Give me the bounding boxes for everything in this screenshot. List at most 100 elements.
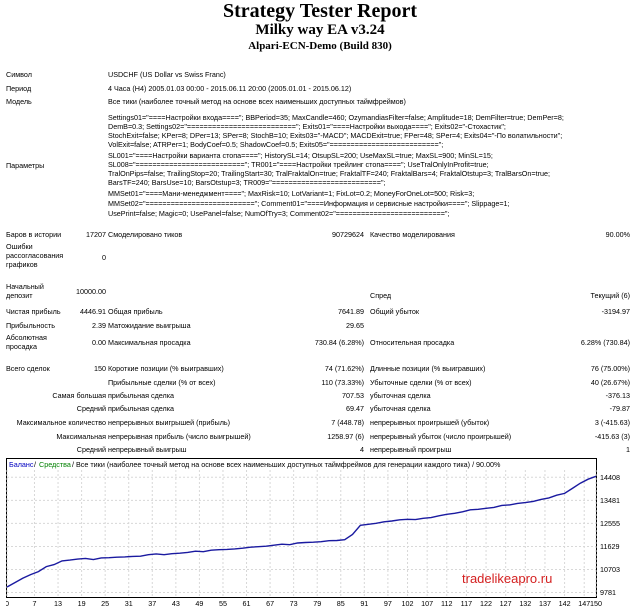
spread-value: Текущий (6) — [590, 291, 630, 300]
avg-cons-losses-value: 1 — [626, 445, 630, 454]
average-loss-value: -79.87 — [609, 404, 630, 413]
largest-profit-label: прибыльная сделка — [108, 391, 175, 400]
x-tick-label: 112 — [441, 599, 452, 608]
param-line: SL001="====Настройки варианта стопа===="… — [108, 151, 493, 160]
maximal-label: Максимальная — [56, 432, 106, 441]
long-positions-value: 76 (75.00%) — [590, 364, 630, 373]
x-tick-label: 117 — [461, 599, 472, 608]
x-tick-label: 91 — [360, 599, 368, 608]
max-count-label: Максимальное количество — [16, 418, 106, 427]
average-loss-label: убыточная сделка — [370, 404, 431, 413]
params-label: Параметры — [6, 161, 45, 170]
gross-loss-value: -3194.97 — [601, 307, 630, 316]
x-tick-label: 61 — [243, 599, 251, 608]
param-line: StochExit=false; KPer=8; DPer=13; SPer=8… — [108, 131, 563, 140]
x-tick-label: 142 — [559, 599, 571, 608]
largest-label: Самая большая — [52, 391, 106, 400]
max-drawdown-value: 730.84 (6.28%) — [314, 338, 364, 347]
x-tick-label: 13 — [54, 599, 62, 608]
legend-funds: Средства — [39, 460, 71, 469]
symbol-label: Символ — [6, 70, 32, 79]
x-tick-label: 31 — [125, 599, 133, 608]
y-tick-label: 13481 — [600, 496, 620, 505]
max-cons-losses-value: 3 (-415.63) — [594, 418, 630, 427]
long-positions-label: Длинные позиции (% выигравших) — [370, 364, 486, 373]
profit-trades-label: Прибыльные сделки (% от всех) — [108, 378, 216, 387]
model-value: Все тики (наиболее точный метод на основ… — [108, 97, 406, 106]
profit-factor-label: Прибыльность — [6, 321, 55, 330]
abs-drawdown-label: Абсолютная просадка — [6, 333, 47, 351]
symbol-value: USDCHF (US Dollar vs Swiss Franc) — [108, 70, 226, 79]
x-tick-label: 67 — [266, 599, 274, 608]
x-tick-label: 73 — [290, 599, 298, 608]
param-line: TralOnPips=false; TrailingStop=20; Trail… — [108, 169, 550, 178]
largest-profit-value: 707.53 — [342, 391, 364, 400]
loss-trades-value: 40 (26.67%) — [590, 378, 630, 387]
short-positions-label: Короткие позиции (% выигравших) — [108, 364, 224, 373]
x-tick-label: 49 — [195, 599, 203, 608]
param-line: BarsTF=240; BarsUse=10; BarsOtstup=3; TR… — [108, 178, 386, 187]
bars-label: Баров в истории — [6, 230, 62, 239]
rel-drawdown-value: 6.28% (730.84) — [580, 338, 630, 347]
legend-balance: Баланс — [9, 460, 34, 469]
avg-cons-label: Средний — [76, 445, 106, 454]
avg-cons-wins-label: непрерывный выигрыш — [108, 445, 187, 454]
y-axis-labels: 9781 10703 11629 12555 13481 14408 — [600, 473, 620, 597]
x-axis-labels: 0 7 13 19 25 31 37 43 49 55 61 67 73 79 85 91 97 102 107 11… — [6, 599, 602, 608]
x-tick-label: 127 — [500, 599, 512, 608]
chart-legend: Баланс / Средства / Все тики (наиболее т… — [9, 460, 501, 469]
y-tick-label: 11629 — [600, 542, 619, 551]
max-cons-wins-value: 7 (448.78) — [331, 418, 364, 427]
short-positions-value: 74 (71.62%) — [324, 364, 364, 373]
x-tick-label: 122 — [480, 599, 492, 608]
gross-profit-value: 7641.89 — [338, 307, 364, 316]
maximal-profit-value: 1258.97 (6) — [327, 432, 364, 441]
period-value: 4 Часа (H4) 2005.01.03 00:00 - 2015.06.1… — [108, 84, 352, 93]
errors-value: 0 — [102, 253, 106, 262]
largest-loss-value: -376.13 — [605, 391, 630, 400]
chart-grid — [6, 470, 597, 597]
deposit-label: Начальный депозит — [6, 282, 44, 300]
average-profit-value: 69.47 — [346, 404, 364, 413]
errors-label: Ошибки рассогласования графиков — [6, 242, 64, 269]
legend-separator: / — [34, 460, 36, 469]
gross-loss-label: Общий убыток — [370, 307, 419, 316]
y-tick-label: 10703 — [600, 565, 620, 574]
x-tick-label: 150 — [590, 599, 602, 608]
x-tick-label: 79 — [313, 599, 321, 608]
quality-value: 90.00% — [605, 230, 630, 239]
x-tick-label: 97 — [384, 599, 392, 608]
period-label: Период — [6, 84, 32, 93]
avg-cons-losses-label: непрерывный проигрыш — [370, 445, 452, 454]
balance-line — [6, 475, 597, 588]
loss-trades-label: Убыточные сделки (% от всех) — [370, 378, 472, 387]
balance-chart: Баланс / Средства / Все тики (наиболее т… — [6, 458, 640, 610]
x-tick-label: 147 — [578, 599, 590, 608]
x-tick-label: 25 — [101, 599, 109, 608]
param-line: VolExit=false; ATRPer=1; BodyCoef=0.5; S… — [108, 140, 444, 149]
param-line: Settings01="====Настройки входа===="; BB… — [108, 113, 564, 122]
x-tick-label: 102 — [402, 599, 414, 608]
x-tick-label: 0 — [6, 599, 9, 608]
largest-loss-label: убыточная сделка — [370, 391, 431, 400]
average-label: Средний — [76, 404, 106, 413]
x-tick-label: 55 — [219, 599, 227, 608]
ea-name: Milky way EA v3.24 — [255, 22, 385, 38]
x-tick-label: 85 — [337, 599, 345, 608]
model-label: Модель — [6, 97, 32, 106]
param-line: UsePrint=false; Magic=0; UsePanel=false;… — [108, 209, 450, 218]
deposit-value: 10000.00 — [76, 287, 106, 296]
report-title: Strategy Tester Report — [222, 0, 418, 22]
bars-value: 17207 — [86, 230, 106, 239]
max-cons-losses-label: непрерывных проигрышей (убыток) — [370, 418, 490, 427]
net-profit-value: 4446.91 — [80, 307, 106, 316]
profit-trades-value: 110 (73.33%) — [321, 378, 364, 387]
broker-info: Alpari-ECN-Demo (Build 830) — [248, 40, 392, 52]
maximal-loss-value: -415.63 (3) — [594, 432, 630, 441]
ticks-label: Смоделировано тиков — [108, 230, 183, 239]
average-profit-label: прибыльная сделка — [108, 404, 175, 413]
expected-payoff-label: Матожидание выигрыша — [108, 321, 191, 330]
abs-drawdown-value: 0.00 — [92, 338, 106, 347]
rel-drawdown-label: Относительная просадка — [370, 338, 455, 347]
x-tick-label: 137 — [539, 599, 551, 608]
